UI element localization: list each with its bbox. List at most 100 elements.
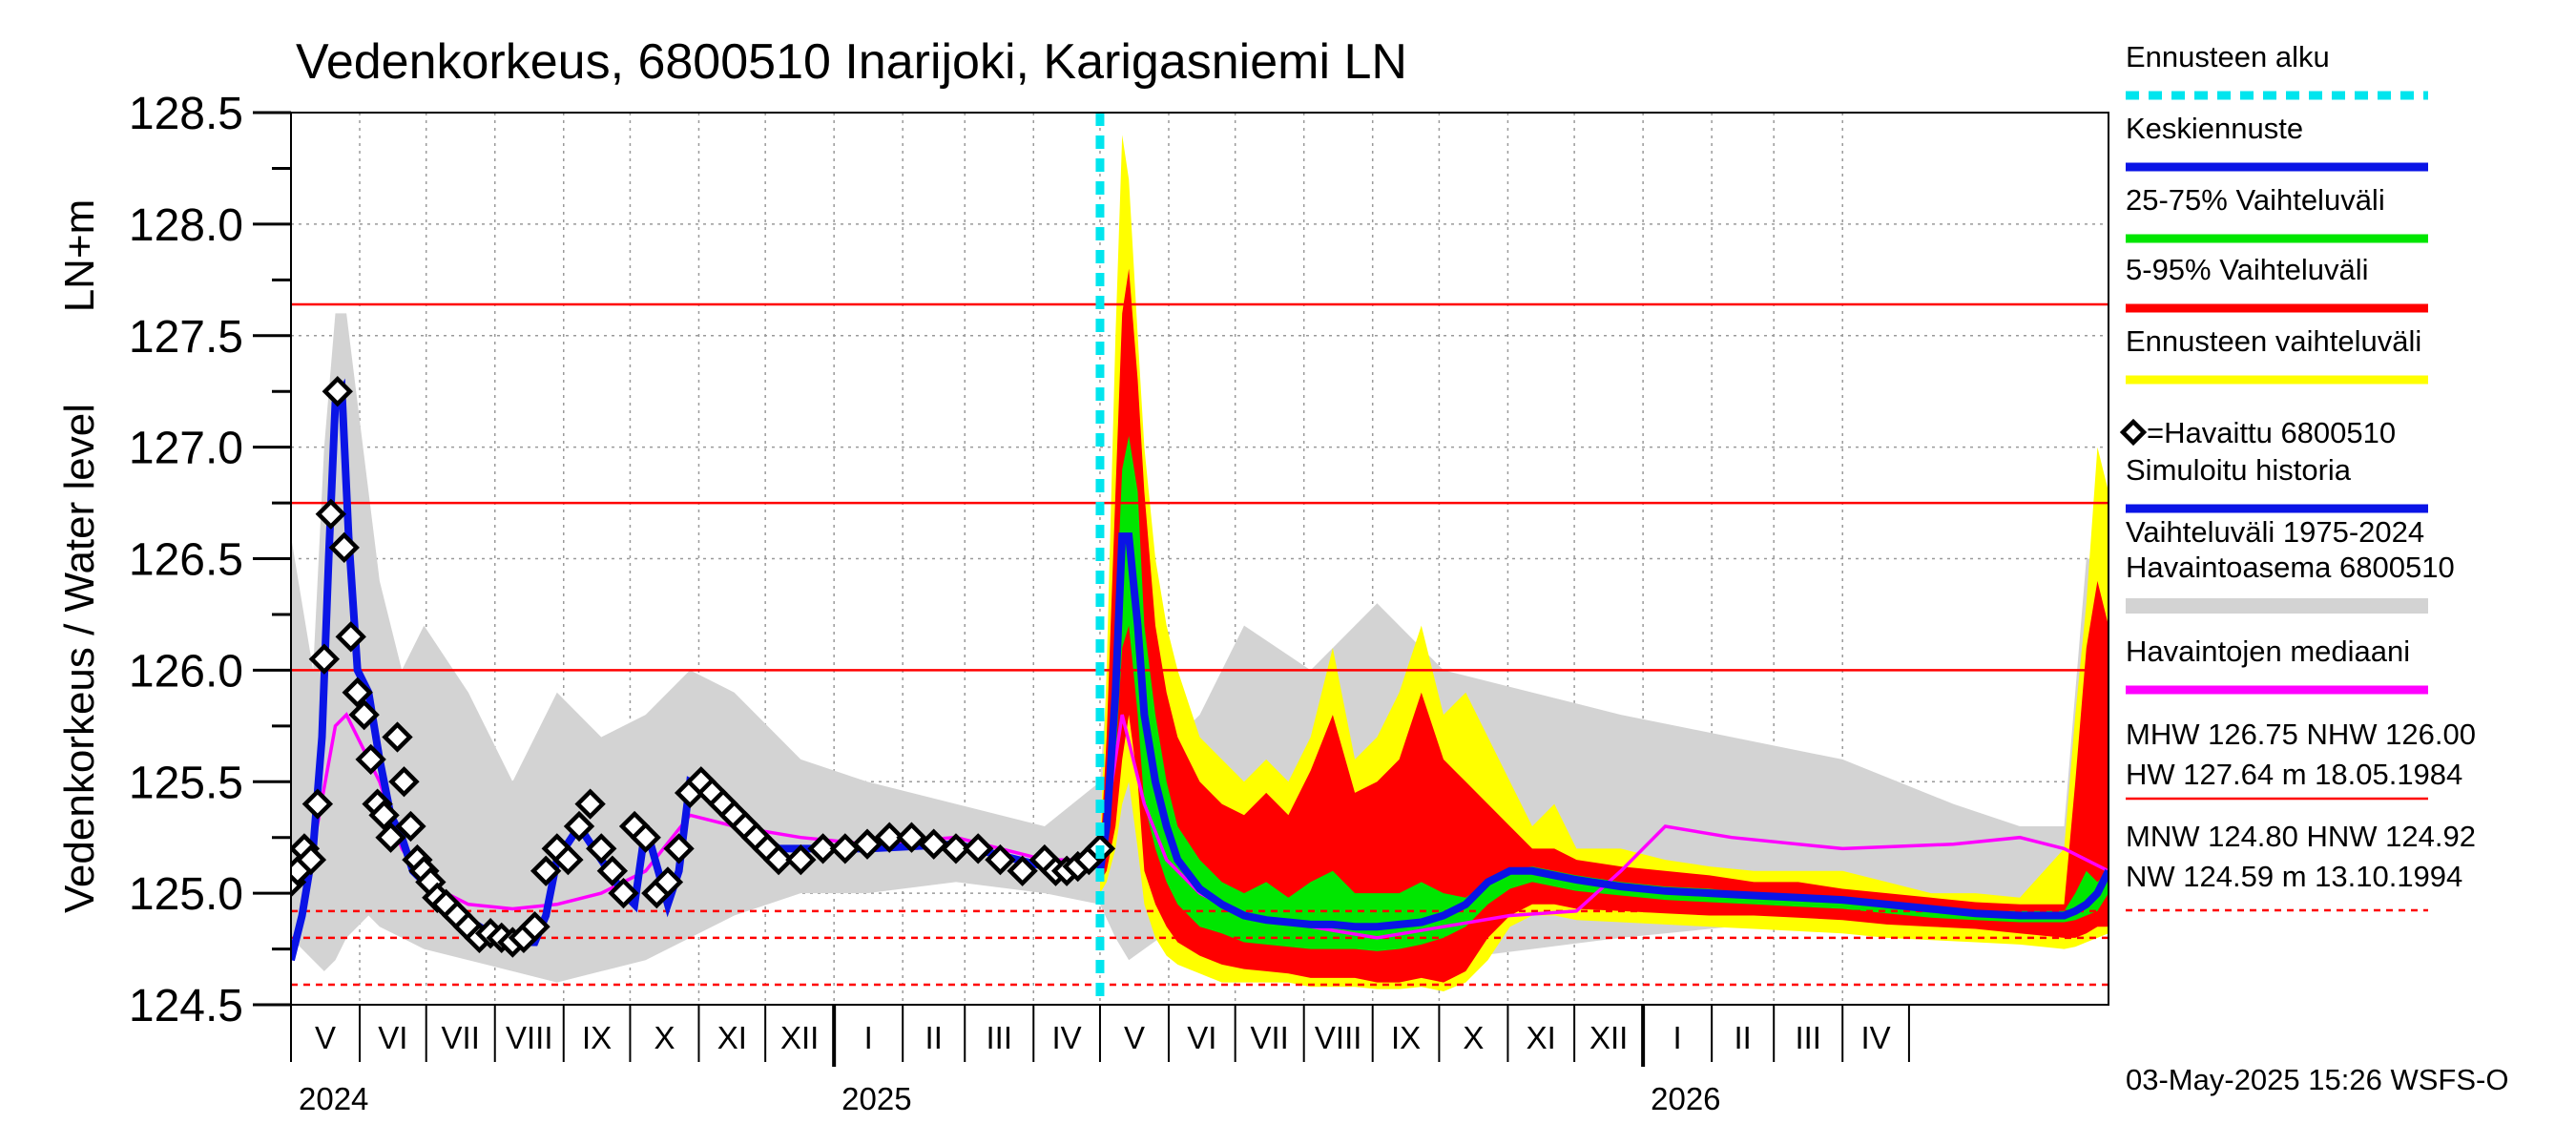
y-axis-ticks: 124.5 125.0 125.5 126.0 126.5 127.0 127.5 128.0… xyxy=(129,89,291,1031)
month-label: VIII xyxy=(1315,1020,1362,1055)
observed-point xyxy=(552,843,584,876)
observed-point xyxy=(807,833,839,864)
legend-marker xyxy=(2119,418,2148,447)
legend-label: 5-95% Vaihteluväli xyxy=(2126,253,2368,286)
y-tick-label: 128.5 xyxy=(129,89,243,139)
year-label: 2024 xyxy=(299,1081,368,1116)
y-tick-label: 126.0 xyxy=(129,646,243,697)
forecast-median-line xyxy=(1096,532,2109,931)
observed-markers xyxy=(291,376,1116,958)
legend-label: Havaintojen mediaani xyxy=(2126,635,2410,668)
legend-label: Havaintoasema 6800510 xyxy=(2126,551,2455,584)
y-tick-label: 127.0 xyxy=(129,424,243,474)
observed-point xyxy=(355,743,386,776)
forecast-25-75-band xyxy=(1100,435,2109,951)
observed-point xyxy=(574,788,606,820)
month-label: III xyxy=(1795,1020,1821,1055)
y-tick-label: 124.5 xyxy=(129,981,243,1031)
stats-line-2: HW 127.64 m 18.05.1984 xyxy=(2126,758,2462,791)
y-tick-label: 126.5 xyxy=(129,535,243,586)
legend-label: Simuloitu historia xyxy=(2126,453,2352,487)
y-tick-label: 125.0 xyxy=(129,869,243,920)
month-label: III xyxy=(986,1020,1012,1055)
chart-title: Vedenkorkeus, 6800510 Inarijoki, Karigas… xyxy=(296,34,1407,90)
month-label: X xyxy=(654,1020,675,1055)
observed-point xyxy=(342,677,373,708)
observed-point xyxy=(519,911,551,943)
observed-point xyxy=(762,843,795,876)
y-tick-label: 125.5 xyxy=(129,758,243,808)
month-label: XII xyxy=(780,1020,819,1055)
legend-label: Vaihteluväli 1975-2024 xyxy=(2126,515,2424,549)
observed-point xyxy=(395,810,426,843)
stats-line-3: MNW 124.80 HNW 124.92 xyxy=(2126,820,2476,853)
y-axis-unit: LN+m xyxy=(56,199,103,313)
observed-point xyxy=(382,721,413,753)
observed-point xyxy=(368,800,400,831)
legend-label: Keskiennuste xyxy=(2126,112,2303,145)
month-label: II xyxy=(1735,1020,1752,1055)
observed-point xyxy=(652,866,684,898)
month-label: VI xyxy=(378,1020,407,1055)
month-label: VIII xyxy=(506,1020,553,1055)
month-label: XII xyxy=(1589,1020,1628,1055)
forecast-5-95-band xyxy=(1100,268,2109,983)
observed-point xyxy=(785,843,817,876)
observed-point xyxy=(328,531,360,563)
y-tick-label: 128.0 xyxy=(129,200,243,251)
legend-label: Ennusteen vaihteluväli xyxy=(2126,324,2421,358)
forecast-ensemble-band xyxy=(1100,135,2109,991)
observed-point xyxy=(308,643,341,675)
month-label: I xyxy=(1673,1020,1682,1055)
month-label: IX xyxy=(582,1020,612,1055)
observed-point xyxy=(608,877,639,909)
observed-point xyxy=(985,843,1016,876)
stats-line-4: NW 124.59 m 13.10.1994 xyxy=(2126,860,2462,893)
month-label: XI xyxy=(1527,1020,1556,1055)
observed-point xyxy=(388,766,420,798)
month-label: IX xyxy=(1391,1020,1421,1055)
reference-lines xyxy=(291,302,2109,987)
footer-timestamp: 03-May-2025 15:26 WSFS-O xyxy=(2126,1063,2508,1096)
observed-point xyxy=(918,828,949,860)
observed-point xyxy=(348,698,380,731)
y-axis-label-group: Vedenkorkeus / Water level LN+m xyxy=(56,199,103,913)
y-axis-label: Vedenkorkeus / Water level xyxy=(56,404,103,913)
month-label: V xyxy=(315,1020,336,1055)
observed-point xyxy=(295,843,327,876)
observed-point xyxy=(586,833,617,864)
observed-point xyxy=(630,822,661,853)
month-label: XI xyxy=(717,1020,747,1055)
legend-label: =Havaittu 6800510 xyxy=(2147,416,2396,449)
observed-point xyxy=(851,828,883,860)
legend-label: Ennusteen alku xyxy=(2126,40,2330,73)
year-label: 2025 xyxy=(841,1081,911,1116)
observed-point xyxy=(963,833,994,864)
observed-point xyxy=(315,498,346,530)
month-label: VII xyxy=(442,1020,480,1055)
month-label: VI xyxy=(1187,1020,1216,1055)
statistics: MHW 126.75 NHW 126.00 HW 127.64 m 18.05.… xyxy=(2126,718,2476,912)
month-label: I xyxy=(864,1020,873,1055)
observed-point xyxy=(563,810,595,843)
observed-point xyxy=(335,621,366,653)
observed-point xyxy=(375,822,406,853)
month-label: X xyxy=(1463,1020,1484,1055)
month-label: IV xyxy=(1860,1020,1890,1055)
observed-point xyxy=(322,376,353,407)
year-label: 2026 xyxy=(1651,1081,1720,1116)
month-label: VII xyxy=(1251,1020,1289,1055)
y-tick-label: 127.5 xyxy=(129,312,243,363)
observed-point xyxy=(596,855,629,886)
plot-area xyxy=(290,112,2109,1006)
observed-point xyxy=(530,855,562,886)
month-label: IV xyxy=(1052,1020,1082,1055)
observed-point xyxy=(301,788,334,820)
observed-point xyxy=(940,833,972,864)
stats-line-1: MHW 126.75 NHW 126.00 xyxy=(2126,718,2476,751)
month-label: V xyxy=(1124,1020,1145,1055)
observed-point xyxy=(896,822,927,853)
observed-point xyxy=(663,833,695,864)
observed-point xyxy=(1007,855,1038,886)
